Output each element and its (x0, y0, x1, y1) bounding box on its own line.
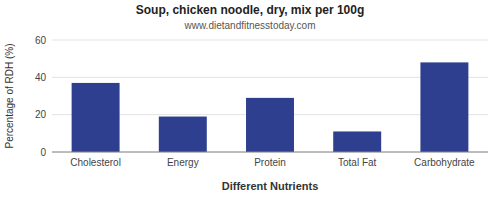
grid-line (52, 152, 488, 153)
title: Soup, chicken noodle, dry, mix per 100g (136, 3, 365, 17)
bar (333, 131, 381, 152)
y-axis-label: Percentage of RDH (%) (4, 43, 15, 148)
bars (72, 62, 469, 152)
x-axis-line (52, 152, 488, 153)
grid-line (52, 40, 488, 41)
x-axis-label: Different Nutrients (222, 180, 319, 192)
x-tick-label: Total Fat (338, 157, 377, 168)
y-axis: 0 20 40 60 (35, 35, 488, 158)
bar (72, 83, 120, 152)
y-tick-label: 40 (35, 72, 47, 83)
bar (246, 98, 294, 152)
y-tick-label: 20 (35, 109, 47, 120)
x-tick-label: Carbohydrate (414, 157, 475, 168)
chart-svg: Soup, chicken noodle, dry, mix per 100g w… (0, 0, 500, 200)
x-tick-label: Cholesterol (70, 157, 121, 168)
x-tick-label: Protein (254, 157, 286, 168)
x-tick-label: Energy (167, 157, 199, 168)
chart-container: Soup, chicken noodle, dry, mix per 100g w… (0, 0, 500, 200)
x-axis: Cholesterol Energy Protein Total Fat Carbohy… (70, 157, 475, 168)
subtitle: www.dietandfitnesstoday.com (184, 20, 316, 31)
y-tick-label: 0 (40, 147, 46, 158)
bar (159, 117, 207, 152)
y-tick-label: 60 (35, 35, 47, 46)
bar (420, 62, 468, 152)
